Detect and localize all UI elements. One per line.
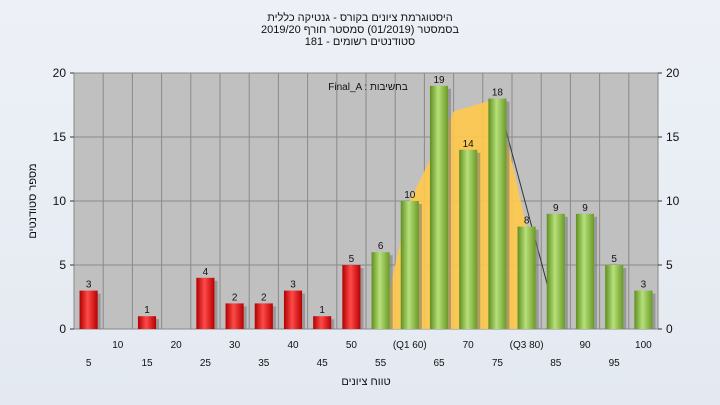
bar-value-label: 9 xyxy=(553,203,559,214)
bar xyxy=(137,316,157,329)
bar xyxy=(371,252,390,329)
y-tick-label-right: 0 xyxy=(666,322,673,336)
x-tick-label: 35 xyxy=(258,358,270,369)
x-tick-label: 70 xyxy=(463,340,475,351)
bar-value-label: 2 xyxy=(232,292,238,303)
bar-value-label: 6 xyxy=(378,241,384,252)
bar xyxy=(400,201,419,329)
bar xyxy=(313,316,332,329)
bar-value-label: 5 xyxy=(611,254,617,265)
y-tick-label-left: 5 xyxy=(59,258,66,272)
bar-value-label: 9 xyxy=(582,203,588,214)
bar xyxy=(254,303,273,329)
bar xyxy=(196,277,215,329)
bar-value-label: 3 xyxy=(86,280,92,291)
y-tick-label-left: 15 xyxy=(53,130,67,144)
x-tick-label: 75 xyxy=(492,358,504,369)
bar-value-label: 14 xyxy=(463,139,475,150)
y-tick-label-left: 10 xyxy=(53,194,67,208)
bar xyxy=(342,265,361,329)
x-tick-label: 20 xyxy=(171,340,183,351)
bar xyxy=(546,213,565,329)
x-tick-label: 50 xyxy=(346,340,358,351)
x-tick-label: 95 xyxy=(609,358,621,369)
y-tick-label-left: 0 xyxy=(59,322,66,336)
x-tick-label: (Q1 60) xyxy=(393,340,427,351)
bar xyxy=(225,303,244,329)
x-tick-label: (Q3 80) xyxy=(510,340,544,351)
bar xyxy=(79,290,98,329)
bar xyxy=(283,290,303,329)
x-tick-label: 90 xyxy=(579,340,591,351)
y-tick-label-right: 10 xyxy=(666,194,680,208)
x-tick-label: 25 xyxy=(200,358,212,369)
x-tick-label: 55 xyxy=(375,358,387,369)
x-tick-label: 30 xyxy=(229,340,241,351)
bar-value-label: 3 xyxy=(290,280,296,291)
x-tick-label: 40 xyxy=(287,340,299,351)
bar xyxy=(517,226,536,329)
chart-title-line-2: בסמסטר (01/2019) סמסטר חורף 2019/20 xyxy=(260,24,460,36)
chart-title-line-3: סטודנטים רשומים - 181 xyxy=(304,36,416,48)
bar-value-label: 10 xyxy=(404,190,416,201)
bar-value-label: 18 xyxy=(492,88,504,99)
bar xyxy=(488,98,507,329)
bar xyxy=(634,290,653,329)
bar xyxy=(459,149,478,329)
bar xyxy=(575,213,595,329)
bar-value-label: 1 xyxy=(144,305,150,316)
chart-title-line-1: היסטוגרמת ציונים בקורס - גנטיקה כללית xyxy=(267,12,453,24)
y-axis-label: מספר סטודנטים xyxy=(27,163,39,238)
x-tick-label: 5 xyxy=(86,358,92,369)
x-tick-label: 10 xyxy=(112,340,124,351)
x-tick-label: 45 xyxy=(317,358,329,369)
x-tick-label: 65 xyxy=(433,358,445,369)
y-tick-label-right: 5 xyxy=(666,258,673,272)
bar-value-label: 19 xyxy=(433,75,445,86)
bar-value-label: 3 xyxy=(641,280,647,291)
y-tick-label-right: 20 xyxy=(666,66,680,80)
chart-annotation: Final_A : בחשיבות xyxy=(328,82,407,93)
x-axis-label: טווח ציונים xyxy=(341,376,390,388)
x-tick-label: 15 xyxy=(141,358,153,369)
bar xyxy=(429,85,449,329)
bar-value-label: 1 xyxy=(319,305,325,316)
bar-value-label: 8 xyxy=(524,216,530,227)
y-tick-label-left: 20 xyxy=(53,66,67,80)
bar-value-label: 2 xyxy=(261,292,267,303)
bar-value-label: 4 xyxy=(203,267,209,278)
x-tick-label: 100 xyxy=(635,340,652,351)
y-tick-label-right: 15 xyxy=(666,130,680,144)
bar xyxy=(605,265,624,329)
bar-value-label: 5 xyxy=(349,254,355,265)
x-tick-label: 85 xyxy=(550,358,562,369)
